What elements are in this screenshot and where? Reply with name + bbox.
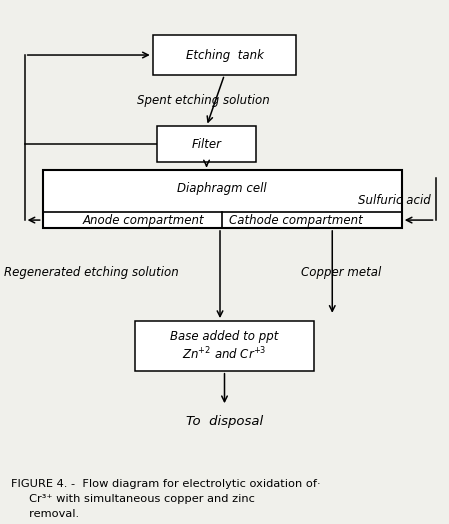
Text: To  disposal: To disposal	[186, 416, 263, 428]
FancyBboxPatch shape	[43, 170, 402, 228]
Text: Spent etching solution: Spent etching solution	[137, 94, 270, 107]
FancyBboxPatch shape	[135, 321, 314, 371]
Text: Filter: Filter	[192, 138, 221, 150]
Text: Anode compartment: Anode compartment	[83, 214, 204, 226]
Text: Cathode compartment: Cathode compartment	[229, 214, 363, 226]
Text: Base added to ppt
Zn$^{+2}$ and Cr$^{+3}$: Base added to ppt Zn$^{+2}$ and Cr$^{+3}…	[170, 330, 279, 362]
Text: Etching  tank: Etching tank	[185, 49, 264, 61]
FancyBboxPatch shape	[157, 126, 256, 162]
Text: Regenerated etching solution: Regenerated etching solution	[4, 266, 179, 279]
Text: Copper metal: Copper metal	[301, 266, 381, 279]
Text: Sulfuric acid: Sulfuric acid	[358, 194, 431, 206]
Text: Diaphragm cell: Diaphragm cell	[177, 182, 267, 195]
FancyBboxPatch shape	[153, 36, 296, 74]
Text: FIGURE 4. -  Flow diagram for electrolytic oxidation of·
     Cr³⁺ with simultan: FIGURE 4. - Flow diagram for electrolyti…	[11, 479, 321, 519]
